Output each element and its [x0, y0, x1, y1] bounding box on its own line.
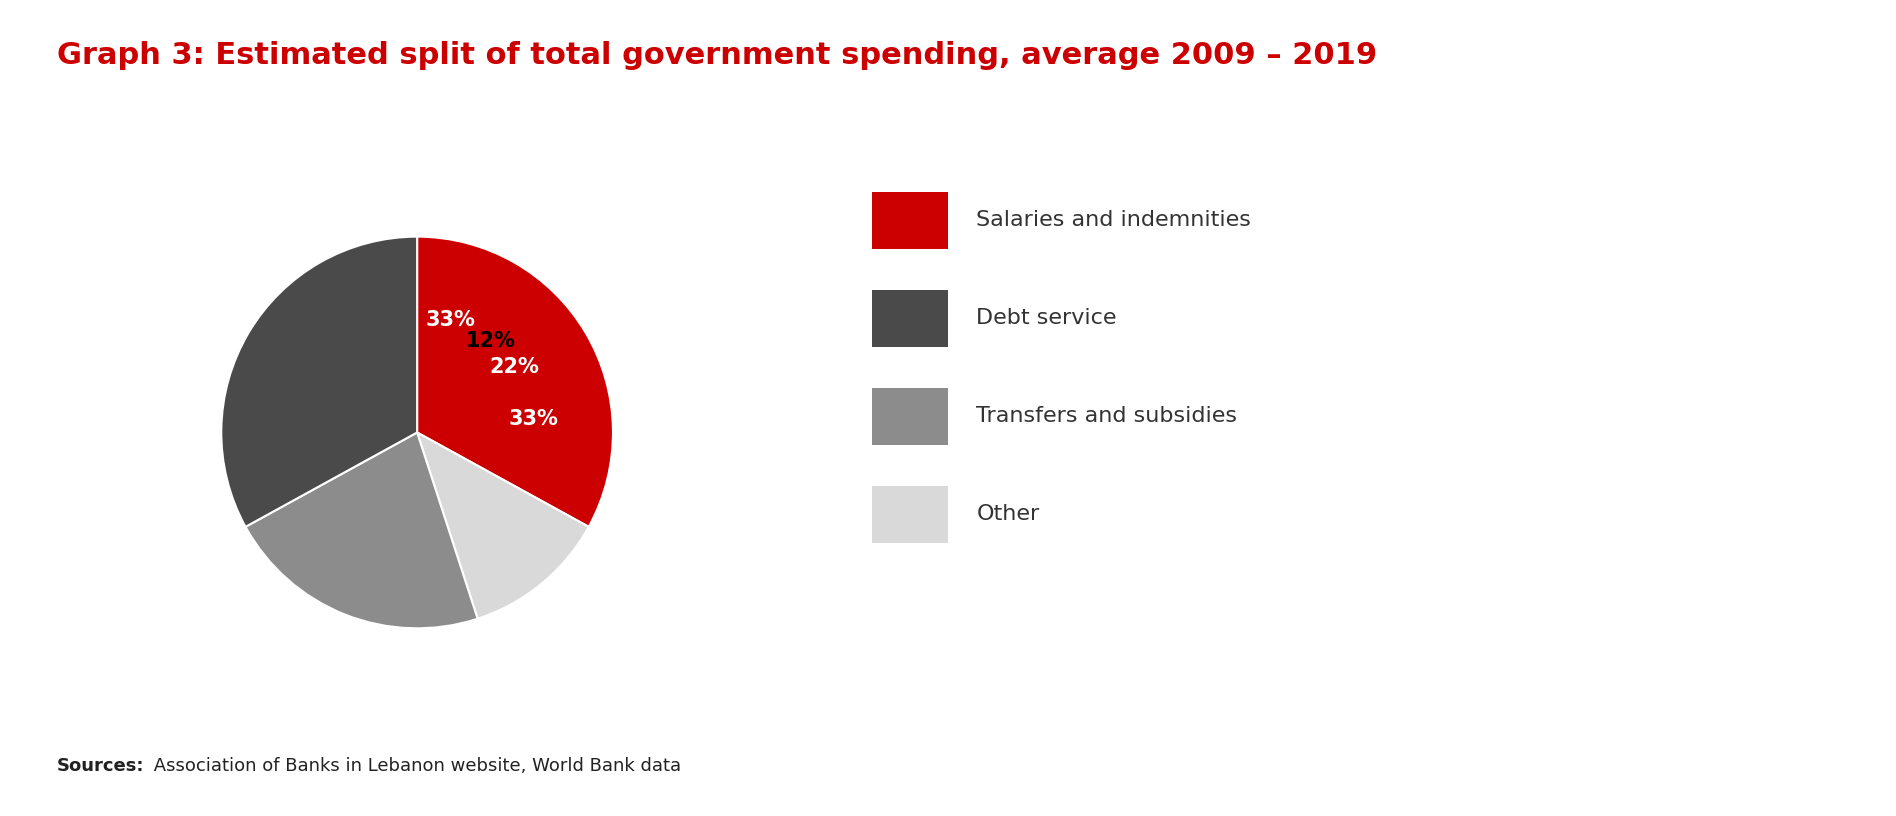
Text: Other: Other — [976, 504, 1039, 524]
Text: Association of Banks in Lebanon website, World Bank data: Association of Banks in Lebanon website,… — [148, 757, 681, 775]
FancyBboxPatch shape — [872, 290, 948, 347]
Wedge shape — [417, 237, 612, 527]
Text: 33%: 33% — [425, 310, 476, 330]
Text: Transfers and subsidies: Transfers and subsidies — [976, 406, 1238, 426]
FancyBboxPatch shape — [872, 192, 948, 249]
FancyBboxPatch shape — [872, 486, 948, 543]
Wedge shape — [222, 237, 417, 527]
Text: Sources:: Sources: — [57, 757, 144, 775]
Text: Graph 3: Estimated split of total government spending, average 2009 – 2019: Graph 3: Estimated split of total govern… — [57, 41, 1376, 70]
Wedge shape — [245, 432, 478, 628]
Text: Salaries and indemnities: Salaries and indemnities — [976, 211, 1251, 230]
Text: Debt service: Debt service — [976, 308, 1117, 328]
Text: 12%: 12% — [466, 331, 516, 351]
Wedge shape — [417, 432, 590, 619]
Text: 22%: 22% — [489, 357, 540, 377]
FancyBboxPatch shape — [872, 388, 948, 445]
Text: 33%: 33% — [508, 409, 559, 429]
